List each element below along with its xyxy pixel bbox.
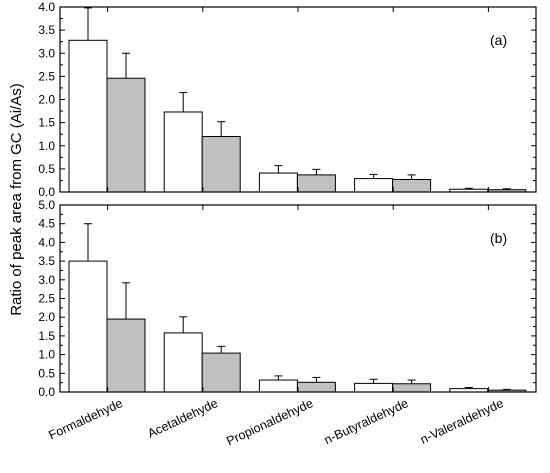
bar (258, 379, 298, 393)
y-tick-label: 1.0 (38, 348, 55, 362)
bar (392, 179, 432, 193)
x-tick-label: Propionaldehyde (224, 396, 315, 448)
x-tick-label: Formaldehyde (47, 396, 125, 442)
panel-b: 0.0 0.5 1.0 1.5 2.0 2.5 3.0 3.5 4.0 4.5 5.0 (b) (38, 198, 537, 399)
y-axis-label: Ratio of peak area from GC (Ai/As) (8, 83, 25, 316)
y-tick-label: 2.5 (38, 69, 55, 83)
bar (106, 77, 146, 193)
y-tick-label: 1.5 (38, 329, 55, 343)
y-tick-label: 1.0 (38, 139, 55, 153)
y-tick-label: 3.0 (38, 46, 55, 60)
y-tick-label: 0.5 (38, 162, 55, 176)
y-tick-label: 1.5 (38, 116, 55, 130)
y-tick-label: 4.5 (38, 217, 55, 231)
panel-label: (b) (490, 230, 507, 246)
bar (354, 178, 394, 193)
y-tick-label: 3.5 (38, 254, 55, 268)
bar (201, 136, 241, 193)
x-tick-label: Acetaldehyde (145, 396, 220, 441)
panel-a: 0.0 0.5 1.0 1.5 2.0 2.5 3.0 3.5 4.0 (a) (38, 0, 537, 199)
bar (296, 381, 336, 393)
y-tick-label: 2.5 (38, 292, 55, 306)
panel-label: (a) (490, 32, 507, 48)
bar (201, 352, 241, 393)
y-tick-label: 2.0 (38, 93, 55, 107)
y-tick-label: 0.5 (38, 366, 55, 380)
y-tick-label: 2.0 (38, 310, 55, 324)
bar (354, 382, 394, 393)
y-tick-label: 4.0 (38, 0, 55, 14)
y-tick-label: 3.5 (38, 23, 55, 37)
bar (258, 172, 298, 193)
x-tick-label: n-Valeraldehyde (418, 396, 506, 447)
y-tick-label: 3.0 (38, 273, 55, 287)
bar (106, 318, 146, 393)
bar (163, 332, 203, 393)
x-tick-label: n-Butyraldehyde (322, 396, 410, 447)
bar (163, 111, 203, 193)
y-tick-label: 0.0 (38, 385, 55, 399)
y-tick-label: 0.0 (38, 185, 55, 199)
bar (68, 260, 108, 393)
y-tick-label: 4.0 (38, 235, 55, 249)
bar (392, 383, 432, 393)
bar (296, 174, 336, 193)
bar (68, 39, 108, 193)
y-tick-label: 5.0 (38, 198, 55, 212)
